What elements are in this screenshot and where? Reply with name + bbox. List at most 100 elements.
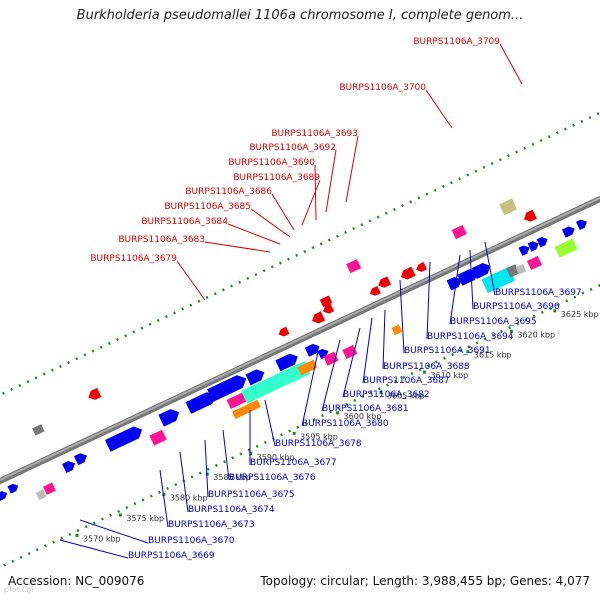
- gene-feature-shape: [278, 326, 290, 337]
- tick-mark: [75, 533, 79, 537]
- gene-feature: [297, 359, 318, 376]
- tick-mark: [379, 391, 383, 395]
- gene-feature-shape: [7, 483, 19, 494]
- leader-line: [342, 327, 361, 398]
- gene-feature-shape: [561, 226, 575, 238]
- gene-feature-shape: [319, 295, 333, 308]
- gene-feature-shape: [575, 219, 587, 231]
- tick-label: 3575 kbp: [126, 514, 164, 523]
- leader-line: [499, 43, 523, 85]
- leader-line: [301, 179, 321, 226]
- gene-label: BURPS1106A_3684: [141, 217, 228, 227]
- gene-feature-shape: [275, 353, 298, 372]
- gene-feature: [312, 311, 326, 324]
- gene-label: BURPS1106A_3697: [495, 288, 582, 298]
- tick-mark: [422, 370, 426, 374]
- leader-line: [264, 399, 276, 447]
- gene-feature: [232, 399, 261, 419]
- tick-mark: [509, 329, 513, 333]
- topology-summary: Topology: circular; Length: 3,988,455 bp…: [260, 574, 590, 588]
- leader-line: [382, 309, 386, 370]
- gene-feature: [241, 361, 311, 404]
- leader-line: [59, 539, 129, 559]
- leader-line: [345, 135, 359, 203]
- tick-mark: [336, 411, 340, 415]
- gene-feature: [0, 491, 8, 501]
- gene-label: BURPS1106A_3687: [363, 376, 450, 386]
- gene-feature: [536, 236, 548, 248]
- gene-label: BURPS1106A_3709: [413, 37, 500, 47]
- gene-feature: [554, 238, 578, 258]
- gene-feature: [416, 262, 427, 272]
- leader-line: [399, 279, 405, 354]
- tick-label: 3600 kbp: [344, 412, 382, 421]
- leader-line: [222, 429, 230, 481]
- gene-feature: [88, 387, 102, 400]
- gene-feature: [185, 392, 216, 414]
- gene-feature-shape: [378, 276, 392, 288]
- gene-label: BURPS1106A_3686: [185, 187, 272, 197]
- gene-feature: [278, 326, 290, 337]
- gene-feature-shape: [536, 236, 548, 248]
- gene-label: BURPS1106A_3680: [302, 419, 389, 429]
- gene-labels: BURPS1106A_3709 BURPS1106A_3700 BURPS1106A…: [90, 37, 581, 561]
- tick-label: 3615 kbp: [474, 351, 512, 360]
- gene-feature-shape: [527, 241, 539, 252]
- gene-feature-shape: [346, 259, 362, 274]
- gene-feature: [378, 276, 392, 288]
- gene-label: BURPS1106A_3669: [128, 551, 215, 561]
- gene-feature: [245, 369, 265, 386]
- map-title: Burkholderia pseudomallei 1106a chromoso…: [76, 8, 524, 23]
- gene-feature-shape: [43, 482, 56, 495]
- leader-line: [204, 241, 271, 253]
- label-leaders: [59, 43, 523, 559]
- leader-line: [469, 249, 474, 310]
- tick-mark: [553, 309, 557, 313]
- gene-label: BURPS1106A_3695: [450, 317, 537, 327]
- gene-feature: [43, 482, 56, 495]
- gene-feature-shape: [499, 198, 518, 216]
- gene-feature-shape: [312, 311, 326, 324]
- gene-label: BURPS1106A_3685: [164, 202, 251, 212]
- leader-line: [227, 223, 281, 245]
- gene-feature: [62, 460, 76, 474]
- tick-label: 3590 kbp: [257, 453, 295, 462]
- gene-label: BURPS1106A_3678: [275, 439, 362, 449]
- gene-feature: [370, 285, 381, 296]
- gene-feature: [207, 375, 247, 402]
- gene-label: BURPS1106A_3690: [228, 158, 315, 168]
- gene-label: BURPS1106A_3674: [188, 505, 275, 515]
- gene-feature-shape: [297, 359, 318, 376]
- gene-feature: [457, 268, 478, 286]
- gene-feature: [73, 453, 87, 466]
- gene-feature-shape: [73, 453, 87, 466]
- gene-feature: [481, 266, 516, 294]
- tick-mark: [466, 350, 470, 354]
- gene-feature-shape: [518, 245, 530, 256]
- leader-line: [271, 193, 295, 231]
- gene-feature: [323, 303, 335, 314]
- dotted-guides: [0, 111, 600, 569]
- backbone-highlight: [0, 196, 600, 482]
- gene-feature-shape: [104, 426, 143, 452]
- gene-feature-shape: [207, 375, 247, 402]
- gene-feature: [575, 219, 587, 231]
- leader-line: [325, 149, 337, 213]
- leader-line: [204, 439, 209, 498]
- gene-feature: [446, 276, 462, 291]
- gene-feature: [499, 198, 518, 216]
- gene-label: BURPS1106A_3692: [249, 143, 336, 153]
- dotted-guide-upper: [0, 111, 600, 397]
- gene-label: BURPS1106A_3694: [427, 332, 514, 342]
- gene-label: BURPS1106A_3679: [90, 254, 177, 264]
- gene-feature-shape: [554, 238, 578, 258]
- gene-label: BURPS1106A_3693: [271, 129, 358, 139]
- gene-feature: [471, 263, 491, 279]
- gene-feature: [400, 266, 416, 280]
- gene-feature: [451, 224, 467, 240]
- gene-feature-shape: [400, 266, 416, 280]
- gene-feature: [346, 259, 362, 274]
- gene-feature-shape: [149, 429, 167, 446]
- tick-label: 3570 kbp: [83, 534, 121, 543]
- leader-line: [426, 261, 431, 340]
